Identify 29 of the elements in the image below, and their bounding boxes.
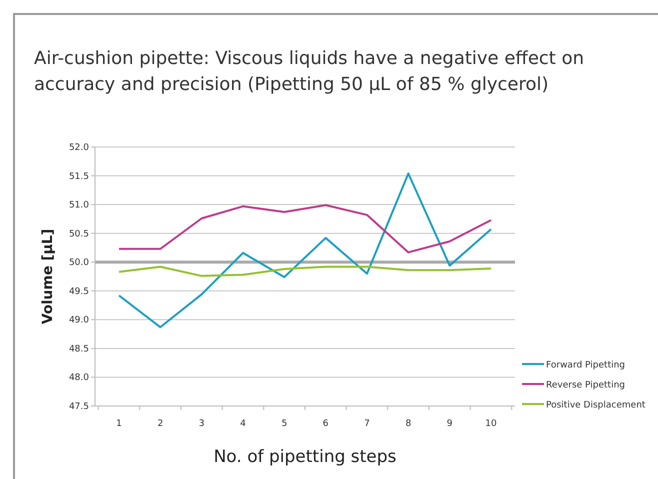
y-tick-label: 48.5 <box>68 344 89 354</box>
legend-label: Forward Pipetting <box>546 360 626 370</box>
x-tick-label: 1 <box>116 419 122 429</box>
y-tick-label: 52.0 <box>68 143 90 153</box>
y-tick-label: 47.5 <box>68 402 89 412</box>
x-tick-label: 8 <box>405 419 412 429</box>
x-tick-label: 7 <box>364 419 370 429</box>
x-tick-label: 6 <box>322 419 329 429</box>
legend-label: Positive Displacement <box>546 400 646 410</box>
chart-title: Air-cushion pipette: Viscous liquids have a negative effect on accuracy and precision (Pipetting 50 µL of 85 % glycerol) <box>34 48 584 95</box>
x-axis-title: No. of pipetting steps <box>214 447 397 467</box>
y-tick-label: 51.5 <box>68 172 89 182</box>
legend-label: Reverse Pipetting <box>546 380 625 390</box>
y-tick-label: 51.0 <box>68 200 90 211</box>
x-tick-label: 5 <box>281 419 288 429</box>
line-series <box>118 204 492 254</box>
x-tick-label: 2 <box>157 419 164 429</box>
x-tick-label: 10 <box>485 419 497 429</box>
x-tick-label: 3 <box>198 419 205 429</box>
y-tick-label: 50.0 <box>68 258 90 268</box>
y-tick-label: 50.5 <box>68 229 89 240</box>
x-tick-label: 4 <box>240 419 246 429</box>
y-tick-label: 49.0 <box>68 316 90 326</box>
line-series <box>118 266 492 277</box>
y-tick-label: 49.5 <box>68 286 89 297</box>
line-series <box>118 172 492 328</box>
y-axis-title: Volume [µL] <box>40 228 56 324</box>
x-tick-label: 9 <box>446 419 453 429</box>
y-tick-label: 48.0 <box>68 373 90 384</box>
